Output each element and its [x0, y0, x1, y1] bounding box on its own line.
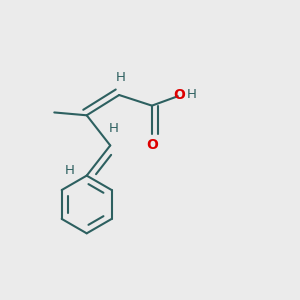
Text: H: H	[65, 164, 75, 177]
Text: O: O	[173, 88, 185, 102]
Text: H: H	[187, 88, 197, 101]
Text: O: O	[146, 138, 158, 152]
Text: H: H	[108, 122, 118, 135]
Text: H: H	[116, 71, 126, 84]
